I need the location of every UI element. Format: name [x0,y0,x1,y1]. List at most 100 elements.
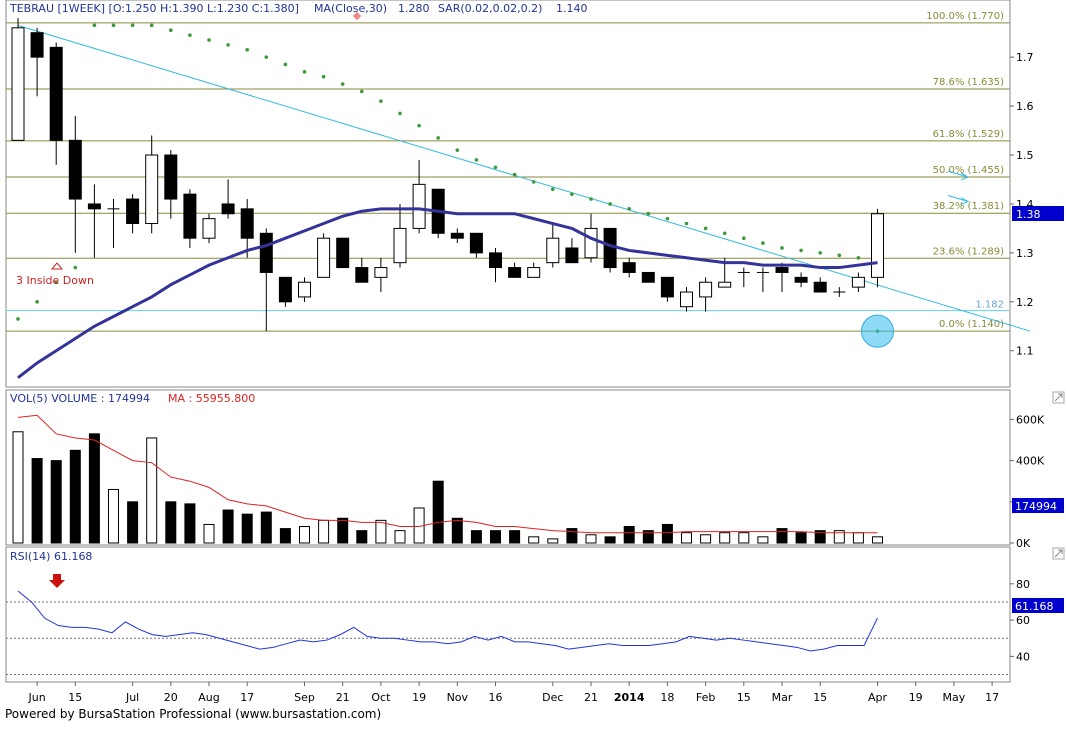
rsi-y-tick-label: 60 [1016,614,1030,627]
sar-dot [340,82,345,86]
volume-ma-line [17,414,878,534]
sar-highlight-circle [861,314,894,348]
x-tick-label: 20 [164,691,178,704]
x-tick-label: 21 [336,691,350,704]
sar-dot [73,265,78,270]
candle-bear [355,267,369,283]
sar-dot [512,172,517,177]
candle-bull [527,267,541,278]
candle-bear [813,281,827,293]
candle-bull [851,276,865,288]
x-tick-label: 2014 [614,691,645,704]
candle-bull [718,281,732,288]
volume-bar [451,517,463,544]
candle-bull [317,237,331,278]
candle-bear [126,198,140,225]
candle-bull [393,227,407,264]
sar-dot [283,62,288,67]
candle-bear [221,203,235,215]
rsi-title: RSI(14) 61.168 [10,550,92,563]
last-volume-tag-text: 174994 [1015,500,1057,513]
price-y-tick-label: 1.3 [1016,247,1034,260]
volume-bar [700,534,712,544]
x-tick-label: May [943,691,966,704]
candle-bull [298,281,311,298]
candle-bear [489,252,502,269]
sar-dot [589,197,593,201]
sar-dot [551,187,555,192]
volume-bar [318,519,330,544]
x-tick-label: 21 [584,691,598,704]
volume-bar [642,530,654,544]
candle-bull [374,267,388,278]
volume-bar [719,532,731,544]
candle-bear [164,154,178,200]
volume-bar [12,431,24,544]
volume-bar [432,480,444,544]
candle-bear [183,193,197,239]
candle-bear [259,232,273,273]
sar-dot [627,207,631,211]
sar-legend-value: 1.140 [556,2,588,15]
candle-bear [336,237,350,269]
rsi-layer: 40 60 80 [6,578,1030,676]
sar-dot [111,23,116,28]
x-tick-label: 19 [412,691,426,704]
sar-dot [780,246,784,250]
sar-dot [130,23,135,28]
sar-dot [188,33,192,37]
candle-bull [546,237,560,264]
sar-dot [92,23,97,28]
candle-bull [202,218,216,239]
x-tick-label: Feb [696,691,715,704]
candle-bear [278,276,292,303]
x-tick-label: Apr [868,691,888,704]
collapse-volume-icon[interactable] [1052,391,1065,404]
collapse-rsi-icon[interactable] [1052,547,1065,560]
sar-dot [360,89,364,94]
pattern-arrow-icon [50,262,64,270]
sar-dot [436,136,441,140]
volume-bar [814,530,826,544]
vol-y-tick-label: 400K [1016,455,1045,468]
candle-bear [30,32,44,58]
price-title: TEBRAU [1WEEK] [O:1.250 H:1.390 L:1.230 … [9,2,299,15]
volume-bar [394,530,406,544]
rsi-signal-arrow-icon [49,574,65,588]
volume-bar [50,460,62,544]
sar-dot [646,211,651,216]
x-tick-label: 19 [909,691,923,704]
volume-bar [127,501,139,544]
candle-bull [699,281,713,298]
candle-bear [565,247,579,264]
sar-dot [245,48,249,52]
volume-bar [681,532,692,544]
fib-level-label: 50.0% (1.455) [933,165,1004,176]
x-tick-label: 16 [489,691,503,704]
last-rsi-tag-text: 61.168 [1015,600,1054,613]
candle-bear [794,276,808,283]
sar-dot [169,28,173,33]
sar-dot [207,38,211,42]
x-axis: Jun 15 Jul 20 Aug 17 Sep 21 Oct 19 Nov 16 Dec 21 2014 1… [28,682,999,704]
last-price-tag [1012,206,1064,221]
candle-bear [622,262,636,273]
x-tick-label: 18 [660,691,674,704]
sar-dot [493,165,498,170]
candle-bear [87,203,101,210]
sar-dot [54,280,58,285]
x-tick-label: Mar [772,691,793,704]
candle-bull [145,154,159,225]
volume-bar [795,532,807,544]
volume-bar [337,517,349,544]
sar-dot [722,231,727,236]
last-volume-tag [1012,498,1064,513]
volume-bar [661,523,673,544]
candle-bear [508,267,522,278]
price-y-tick-label: 1.2 [1016,296,1034,309]
sar-dot [856,255,861,260]
volume-bar [69,449,81,544]
volume-bar [757,536,769,544]
